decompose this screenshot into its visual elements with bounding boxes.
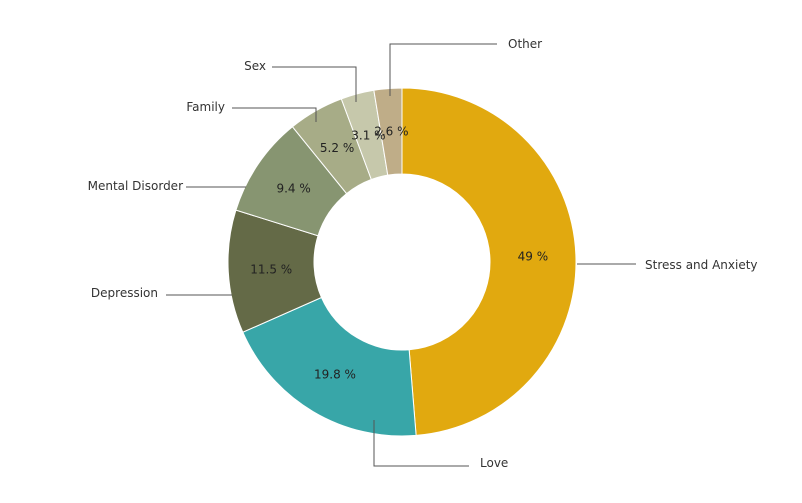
value-label-other: 2.6 %: [374, 124, 408, 138]
category-label-family: Family: [186, 100, 225, 114]
percentage-labels: 49 % 19.8 % 11.5 % 9.4 % 5.2 %3.1 %2.6 %: [250, 124, 548, 381]
value-label-mental-disorder: 9.4 %: [276, 181, 310, 195]
leader-line-sex: [272, 66, 357, 102]
slice-stress-and-anxiety: [401, 87, 577, 436]
value-label-sex: 3.1 %: [351, 128, 385, 142]
category-label-depression: Depression: [91, 286, 158, 300]
category-label-stress-and-anxiety: Stress and Anxiety: [645, 258, 758, 272]
value-label-love: 19.8 %: [314, 368, 356, 382]
leader-line-other: [389, 43, 497, 96]
leader-line-love: [373, 420, 469, 467]
value-label-stress-and-anxiety: 49 %: [518, 250, 549, 264]
category-label-other: Other: [508, 37, 542, 51]
category-labels: Stress and Anxiety Love Depression Mental D…: [88, 37, 758, 470]
category-label-mental-disorder: Mental Disorder: [88, 179, 183, 193]
donut-slices: [227, 87, 577, 437]
leader-lines: [166, 43, 636, 467]
value-label-family: 5.2 %: [320, 141, 354, 155]
category-label-love: Love: [480, 456, 508, 470]
slice-other: [373, 87, 403, 176]
category-label-sex: Sex: [244, 59, 266, 73]
leader-line-family: [232, 107, 317, 122]
slice-love: [242, 296, 417, 437]
value-label-depression: 11.5 %: [250, 262, 292, 276]
